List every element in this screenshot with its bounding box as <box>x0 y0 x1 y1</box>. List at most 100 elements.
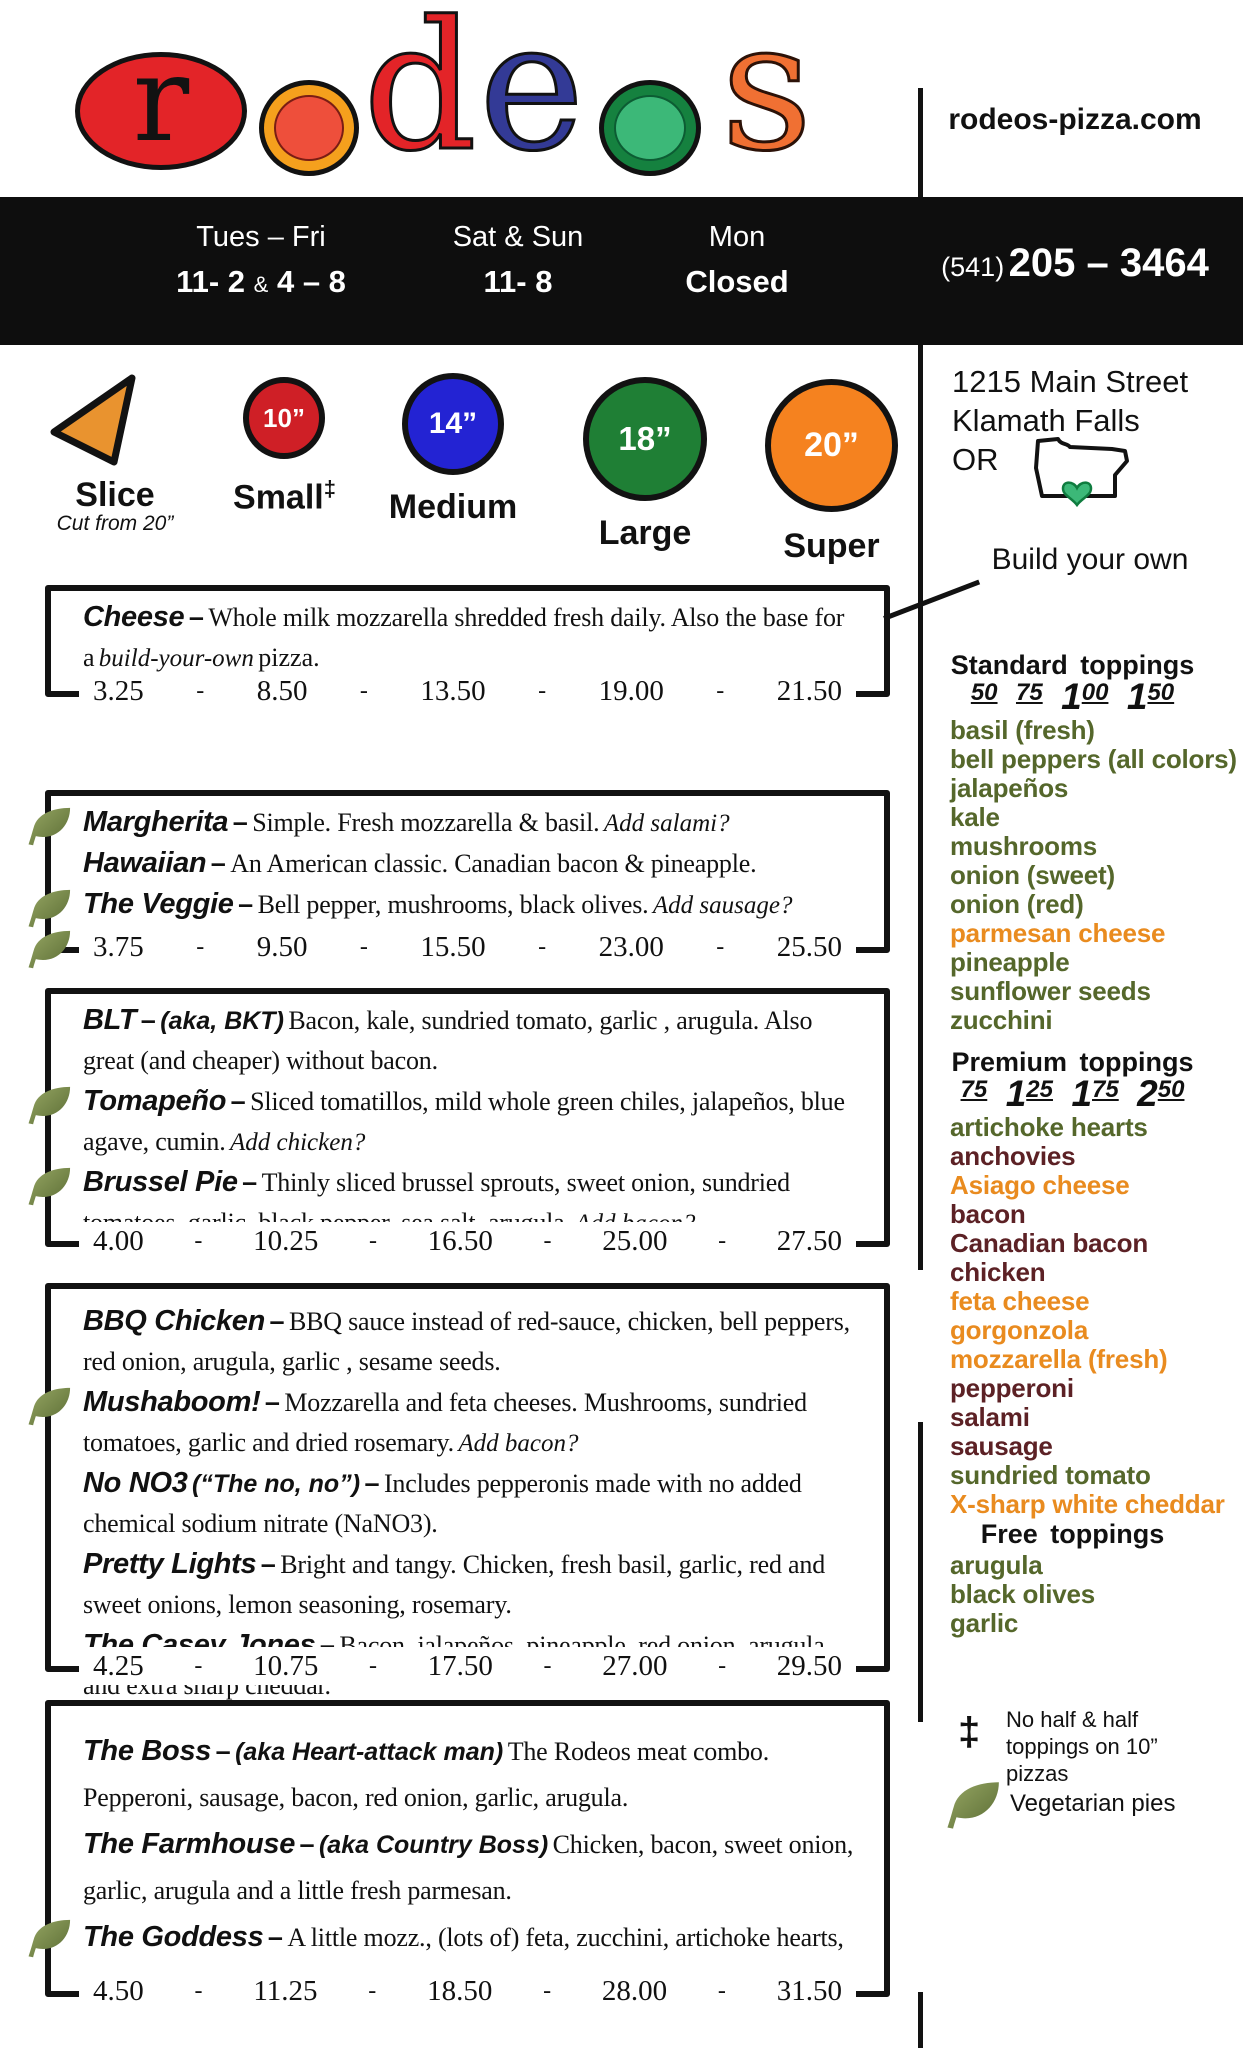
topping-item: artichoke hearts <box>950 1112 1148 1142</box>
topping-item: basil (fresh) <box>950 715 1095 745</box>
price-value: 25.50 <box>776 930 842 963</box>
topping-item: zucchini <box>950 1005 1053 1035</box>
pizza-desc: Simple. Fresh mozzarella & basil. <box>252 808 600 837</box>
price-row: 3.25- 8.50- 13.50- 19.00- 21.50 <box>79 672 856 710</box>
vegetarian-leaf-icon <box>28 1086 71 1125</box>
pizza-name: Cheese <box>83 601 185 633</box>
pizza-name: BBQ Chicken <box>83 1305 266 1337</box>
topping-item: chicken <box>950 1257 1046 1287</box>
topping-item: Canadian bacon <box>950 1228 1149 1258</box>
pizza-name: No NO3 <box>83 1467 188 1499</box>
vegetarian-footnote: Vegetarian pies <box>946 1778 1226 1830</box>
pizza-name: Mushaboom! <box>83 1386 261 1418</box>
logo-letter-o-orange-icon <box>259 80 359 176</box>
topping-item: garlic <box>950 1608 1019 1638</box>
hours-bar: Tues – Fri 11- 2 & 4 – 8 Sat & Sun 11- 8… <box>0 197 1243 345</box>
price-value: 4.25 <box>93 1649 144 1682</box>
free-toppings-title: Free toppings <box>980 1519 1165 1549</box>
vegetarian-leaf-icon <box>28 1919 71 1958</box>
menu-box-cheese: Cheese – Whole milk mozzarella shredded … <box>45 585 890 710</box>
price-value: 11.25 <box>253 1974 318 2007</box>
price-value: 10.75 <box>253 1649 319 1682</box>
vegetarian-leaf-icon <box>28 1167 71 1206</box>
topping-item: pineapple <box>950 947 1070 977</box>
pizza-name: The Boss <box>83 1735 212 1767</box>
free-toppings-list: arugula black olives garlic <box>950 1551 1240 1638</box>
pizza-item: Cheese – Whole milk mozzarella shredded … <box>83 601 845 672</box>
topping-item: mushrooms <box>950 831 1098 861</box>
standard-toppings-title: Standard toppings <box>950 650 1195 680</box>
pizza-item: Tomapeño – Sliced tomatillos, mild whole… <box>28 1083 860 1164</box>
price-row: 4.00- 10.25- 16.50- 25.00- 27.50 <box>79 1222 856 1260</box>
pizza-desc: Bacon, kale, sundried tomato, garlic , a… <box>83 1006 813 1075</box>
pizza-desc: The Rodeos meat combo. Pepperoni, sausag… <box>83 1737 770 1812</box>
pizza-name: The Veggie <box>83 888 234 920</box>
pizza-aka: (aka Country Boss) <box>318 1831 549 1859</box>
price-value: 16.50 <box>427 1224 493 1257</box>
topping-item: X-sharp white cheddar <box>950 1489 1225 1519</box>
price-row: 4.50- 11.25- 18.50- 28.00- 31.50 <box>79 1972 856 2010</box>
size-circle-medium: 14” <box>402 373 504 475</box>
topping-item: sundried tomato <box>950 1460 1151 1490</box>
price-value: 8.50 <box>256 674 308 707</box>
price-value: 23.00 <box>598 930 664 963</box>
pizza-item: The Farmhouse – (aka Country Boss) Chick… <box>83 1828 854 1905</box>
premium-toppings-title: Premium toppings <box>951 1047 1194 1077</box>
topping-item: jalapeños <box>950 773 1069 803</box>
phone-number: (541) 205 – 3464 <box>941 241 1209 285</box>
pizza-slice-icon <box>50 374 136 466</box>
menu-box-specialty: BBQ Chicken – BBQ sauce instead of red-s… <box>28 1283 890 1700</box>
size-circle-super: 20” <box>765 379 898 512</box>
pizza-desc: BBQ sauce instead of red-sauce, chicken,… <box>83 1307 850 1376</box>
pizza-note: Add salami? <box>603 810 730 837</box>
column-divider <box>918 1422 923 1722</box>
half-half-footnote: ‡ No half & half toppings on 10” pizzas <box>958 1707 1158 1786</box>
topping-item: onion (sweet) <box>950 860 1115 890</box>
vegetarian-leaf-icon <box>947 1782 999 1829</box>
column-divider <box>918 345 923 1270</box>
price-value: 21.50 <box>776 674 842 707</box>
pizza-name: Pretty Lights <box>83 1548 257 1580</box>
topping-item: bacon <box>950 1199 1026 1229</box>
price-value: 31.50 <box>776 1974 842 2007</box>
topping-item: mozzarella (fresh) <box>950 1344 1168 1374</box>
price-row: 3.75- 9.50- 15.50- 23.00- 25.50 <box>79 928 856 966</box>
logo-letter-d: d <box>362 0 479 190</box>
pizza-name: Hawaiian <box>83 847 207 879</box>
oregon-map-icon <box>1034 437 1129 508</box>
price-value: 19.00 <box>598 674 664 707</box>
pizza-aka: (aka, BKT) <box>160 1007 284 1035</box>
topping-item: feta cheese <box>950 1286 1090 1316</box>
street-address: 1215 Main Street Klamath Falls OR <box>952 364 1189 477</box>
standard-toppings-prices: 50 75 100 150 <box>970 676 1175 717</box>
standard-toppings-list: basil (fresh) bell peppers (all colors) … <box>950 716 1240 1035</box>
price-value: 4.50 <box>93 1974 144 2007</box>
pizza-desc: Chicken, bacon, sweet onion, garlic, aru… <box>83 1830 854 1905</box>
pizza-desc: Bell pepper, mushrooms, black olives. <box>257 890 649 919</box>
topping-item: Asiago cheese <box>950 1170 1130 1200</box>
topping-item: parmesan cheese <box>950 918 1166 948</box>
topping-item: gorgonzola <box>950 1315 1089 1345</box>
logo-letter-e: e <box>477 0 585 190</box>
price-row: 4.25- 10.75- 17.50- 27.00- 29.50 <box>79 1647 856 1685</box>
pizza-name: The Farmhouse <box>83 1828 296 1860</box>
price-value: 13.50 <box>420 674 486 707</box>
price-value: 15.50 <box>420 930 486 963</box>
pizza-item: Margherita – Simple. Fresh mozzarella & … <box>28 804 860 846</box>
topping-item: kale <box>950 802 1000 832</box>
size-sub-slice: Cut from 20” <box>56 512 174 535</box>
pizza-item: Mushaboom! – Mozzarella and feta cheeses… <box>28 1384 860 1465</box>
size-label-super: Super <box>783 527 880 565</box>
price-value: 28.00 <box>601 1974 668 2007</box>
pizza-desc: Sliced tomatillos, mild whole green chil… <box>83 1087 845 1156</box>
topping-item: onion (red) <box>950 889 1084 919</box>
size-label-large: Large <box>598 514 692 552</box>
header-divider <box>918 88 923 197</box>
price-value: 9.50 <box>256 930 308 963</box>
topping-item: anchovies <box>950 1141 1076 1171</box>
price-value: 29.50 <box>776 1649 842 1682</box>
price-value: 27.50 <box>776 1224 842 1257</box>
pizza-name: Tomapeño <box>83 1085 227 1117</box>
menu-box-meat: The Boss – (aka Heart-attack man) The Ro… <box>28 1700 890 2010</box>
vegetarian-leaf-icon <box>28 889 71 928</box>
